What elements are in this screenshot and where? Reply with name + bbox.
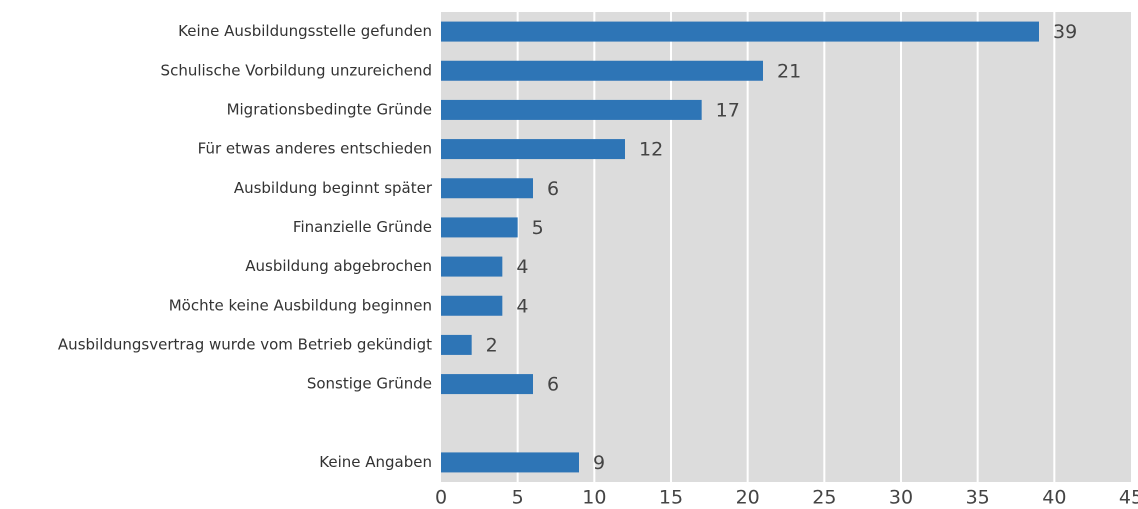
y-tick-label: Möchte keine Ausbildung beginnen xyxy=(169,296,432,314)
bar xyxy=(441,60,763,81)
value-label: 9 xyxy=(593,452,605,474)
y-tick-label: Ausbildungsvertrag wurde vom Betrieb gek… xyxy=(58,335,432,353)
value-label: 6 xyxy=(547,374,559,396)
x-tick-label: 35 xyxy=(966,487,990,509)
bar xyxy=(441,452,579,473)
value-label: 4 xyxy=(516,256,528,278)
bar xyxy=(441,217,518,238)
bar xyxy=(441,334,472,355)
bar xyxy=(441,21,1039,42)
y-tick-label: Migrationsbedingte Gründe xyxy=(227,100,432,118)
value-label: 17 xyxy=(716,99,740,121)
y-tick-label: Keine Angaben xyxy=(319,453,432,471)
x-tick-label: 45 xyxy=(1119,487,1138,509)
bar xyxy=(441,295,503,316)
bar xyxy=(441,139,625,160)
value-label: 4 xyxy=(516,295,528,317)
x-tick-label: 5 xyxy=(512,487,524,509)
bar xyxy=(441,99,702,120)
x-tick-label: 40 xyxy=(1042,487,1066,509)
y-tick-label: Schulische Vorbildung unzureichend xyxy=(161,61,432,79)
value-label: 2 xyxy=(486,334,498,356)
x-tick-label: 30 xyxy=(889,487,913,509)
x-tick-label: 10 xyxy=(582,487,606,509)
y-tick-label: Sonstige Gründe xyxy=(307,375,432,393)
value-label: 12 xyxy=(639,139,663,161)
bar xyxy=(441,374,533,395)
x-tick-label: 20 xyxy=(736,487,760,509)
x-tick-label: 0 xyxy=(435,487,447,509)
value-label: 6 xyxy=(547,178,559,200)
bar xyxy=(441,178,533,199)
y-tick-label: Ausbildung beginnt später xyxy=(234,179,433,197)
bar xyxy=(441,256,503,277)
y-tick-label: Finanzielle Gründe xyxy=(293,218,432,236)
value-label: 5 xyxy=(532,217,544,239)
x-tick-label: 25 xyxy=(812,487,836,509)
y-tick-label: Keine Ausbildungsstelle gefunden xyxy=(178,22,432,40)
value-label: 21 xyxy=(777,60,801,82)
plot-area xyxy=(441,12,1131,482)
y-tick-label: Für etwas anderes entschieden xyxy=(198,140,432,158)
y-tick-label: Ausbildung abgebrochen xyxy=(245,257,432,275)
x-tick-label: 15 xyxy=(659,487,683,509)
value-label: 39 xyxy=(1053,21,1077,43)
